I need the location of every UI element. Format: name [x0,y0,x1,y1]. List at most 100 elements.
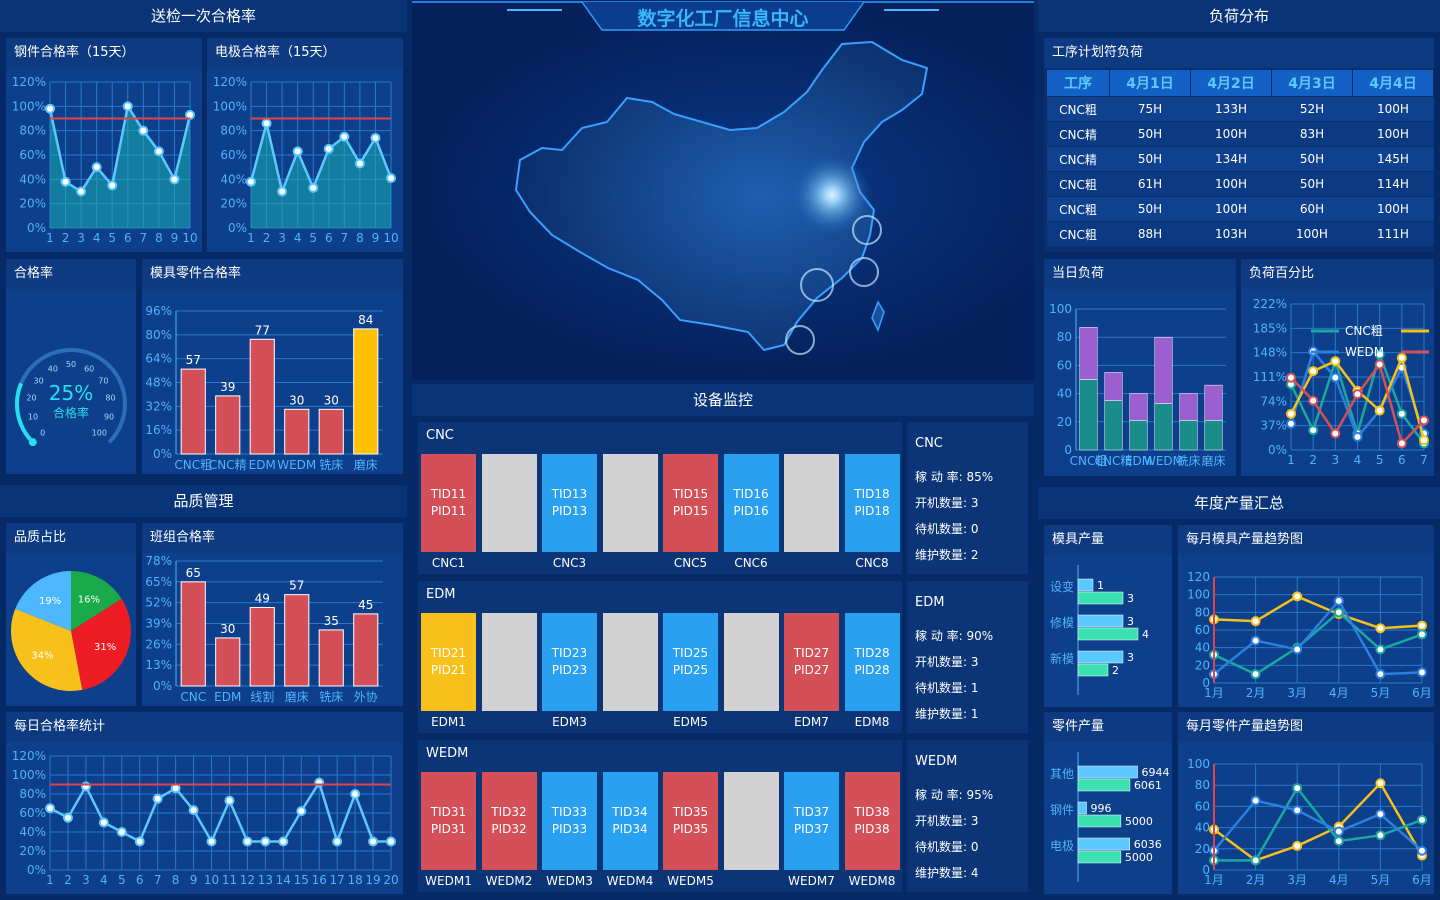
equipment-tile[interactable]: TID38 PID38 [844,772,900,870]
section-inspection-title: 送检一次合格率 [0,0,407,32]
tile-pid: PID37 [793,822,830,836]
table-cell: CNC粗 [1046,196,1110,222]
data-point [350,789,361,799]
data-label: 30 [324,393,339,407]
equipment-row-edm: EDM TID21 PID21 EDM1 TID23 PID23 EDM3 TID25 PID2… [418,581,902,733]
data-point [107,180,118,191]
header: 数字化工厂信息中心 [412,0,1034,380]
gauge-tick-label: 70 [98,376,108,385]
x-tick-label: 19 [365,873,380,887]
x-tick-label: 铣床 [1176,454,1200,468]
data-point [246,176,256,187]
info-maint: 维护数量: 2 [915,548,979,562]
data-point [1333,607,1344,618]
equipment-tile[interactable] [723,772,779,870]
equipment-tile[interactable]: TID37 PID37 [784,772,839,870]
tile-tid: TID31 [430,805,467,819]
equipment-tile[interactable]: TID25 PID25 [663,613,718,711]
x-tick-label: 外协 [354,689,378,704]
y-tick-label: 120 [1187,570,1210,584]
data-label: 65 [186,566,201,580]
data-point [138,125,149,136]
equipment-tile[interactable]: TID35 PID35 [663,772,718,870]
equipment-tile[interactable] [723,613,779,711]
y-tick-label: 48% [145,376,172,390]
info-on: 开机数量: 3 [915,496,979,510]
equipment-tile[interactable]: TID27 PID27 [784,613,839,711]
daily-panel: 每日合格率统计 0% 20% 40% 60% 80% 100% 120% 1 2 3 4 5 6 7 8 9 1… [6,712,403,894]
x-tick-label: 5 [1376,453,1384,467]
data-point [1375,809,1386,820]
equipment-tile[interactable]: TID33 PID33 [542,772,597,870]
equipment-tile[interactable]: TID16 PID16 [723,454,779,552]
data-point [45,803,55,814]
team-chart: 0% 13% 26% 39% 52% 65% 78% 65 CNC 30 EDM 49 线割 57 磨床 35… [145,554,383,704]
load-pct-chart: 0%37%74%111%148%185%222%1234567CNC粗CWEDM… [1253,297,1429,467]
equipment-tile[interactable]: TID15 PID15 [663,454,718,552]
equipment-tile[interactable]: TID23 PID23 [542,613,597,711]
load-pct-title: 负荷百分比 [1241,259,1434,289]
equipment-tile[interactable]: TID28 PID28 [844,613,900,711]
equipment-tile[interactable]: TID18 PID18 [844,454,900,552]
x-tick-label: 3 [77,231,85,245]
x-tick-label: 5 [118,873,126,887]
data-point [1417,814,1427,825]
equipment-tile[interactable]: TID21 PID21 [421,613,476,711]
data-point [60,176,71,187]
bar [284,594,310,687]
equipment-tile[interactable]: TID32 PID32 [481,772,537,870]
part-output-title: 零件产量 [1044,712,1172,742]
table-row: CNC粗 50H 100H 60H 100H [1046,196,1434,222]
equipment-tile[interactable] [481,454,537,552]
tile-tid: TID28 [854,646,890,660]
series-line [49,779,391,846]
plan-panel: 工序计划符负荷 工序 4月1日 4月2日 4月3日 4月4日 CNC粗 75H 133H 52… [1044,38,1434,252]
equipment-tile[interactable]: TID31 PID31 [421,772,476,870]
equipment-tile[interactable] [602,454,658,552]
category-label: 设变 [1050,579,1074,594]
area-fill [251,123,391,228]
y-tick-label: 80% [19,124,46,138]
x-tick-label: CNC粗 [174,458,212,472]
equipment-tile[interactable]: TID34 PID34 [602,772,658,870]
data-label: 35 [324,614,339,628]
equipment-tile[interactable]: TID11 PID11 [421,454,476,552]
table-cell: 50H [1271,146,1353,172]
x-tick-label: 7 [140,231,148,245]
data-point [386,836,396,847]
bar [180,368,206,455]
bar [1104,372,1123,401]
tile-pid: PID35 [672,822,709,836]
tile-tid: TID18 [854,487,890,501]
tile-pid: PID13 [551,504,588,518]
x-tick-label: 6 [124,231,132,245]
x-tick-label: CNC精 [209,458,247,472]
data-point [1308,395,1319,406]
bar [1129,393,1148,421]
plan-header-cell: 4月1日 [1109,69,1192,97]
equipment-label: WEDM2 [485,874,533,888]
table-cell: 88H [1109,221,1191,247]
bar [1204,384,1223,421]
data-point [122,101,133,112]
table-cell: 60H [1271,196,1353,222]
x-tick-label: 5 [309,231,317,245]
steel-title: 钢件合格率（15天） [6,38,202,68]
data-point [339,131,350,142]
equipment-tile[interactable] [481,613,537,711]
y-tick-label: 26% [145,637,172,651]
x-tick-label: CNC [180,690,206,704]
tile-tid: TID16 [733,487,769,501]
tile-tid: TID37 [793,805,830,819]
y-tick-label: 40 [1195,821,1210,835]
data-point [1292,783,1303,794]
equipment-tile[interactable]: TID13 PID13 [542,454,597,552]
data-point [1374,349,1385,360]
x-tick-label: 2 [62,231,70,245]
equipment-label: WEDM8 [848,874,896,888]
legend-label: CNC粗 [1345,324,1383,338]
equipment-tile[interactable] [602,613,658,711]
x-tick-label: 13 [258,873,273,887]
equipment-tile[interactable] [784,454,839,552]
